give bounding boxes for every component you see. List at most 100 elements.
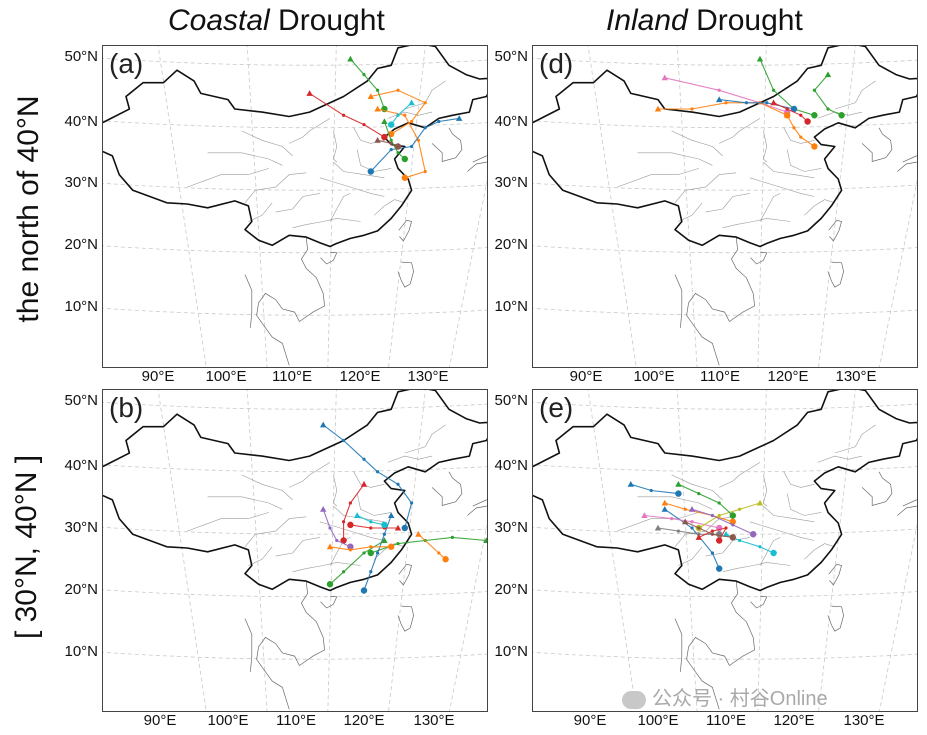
trajectory-point <box>799 113 803 117</box>
graticule-lat <box>533 526 917 535</box>
coastline <box>431 471 463 506</box>
trajectory-start-marker <box>483 537 487 544</box>
drought-trajectory <box>644 514 720 529</box>
drought-trajectory <box>309 92 385 138</box>
china-boundary <box>533 46 917 248</box>
drought-trajectory <box>658 102 788 116</box>
graticule-lat <box>103 57 487 66</box>
graticule-lat <box>103 245 487 254</box>
coastline <box>431 127 463 162</box>
graticule-lon <box>246 46 268 367</box>
trajectory-end-marker <box>729 518 736 525</box>
drought-trajectory <box>678 483 734 516</box>
trajectory-end-marker <box>729 512 736 519</box>
drought-trajectory <box>664 508 720 569</box>
lat-tick: 10°N <box>494 643 528 660</box>
graticule-lon <box>676 390 698 711</box>
province-boundary <box>319 177 385 197</box>
lat-tick: 30°N <box>64 174 98 191</box>
lat-tick: 40°N <box>64 457 98 474</box>
lat-tick: 50°N <box>64 392 98 409</box>
trajectory-start-marker <box>354 512 361 519</box>
graticule-lat <box>533 589 917 598</box>
drought-trajectory <box>698 502 761 529</box>
trajectory-start-marker <box>682 518 689 525</box>
trajectory-end-marker <box>401 524 408 532</box>
graticule-lon <box>388 390 426 711</box>
lon-tick: 100°E <box>637 712 679 729</box>
graticule-lat <box>103 120 487 129</box>
map-panel-b: (b) <box>102 389 488 712</box>
trajectory-point <box>410 144 414 149</box>
trajectory-point <box>389 148 393 152</box>
china-boundary <box>103 390 487 592</box>
province-boundary <box>719 118 761 144</box>
trajectory-point <box>328 526 332 530</box>
trajectory-point <box>369 570 373 574</box>
graticule-lat <box>103 464 487 473</box>
trajectory-point <box>376 88 380 92</box>
trajectory-point <box>362 73 366 77</box>
drought-trajectory <box>370 536 487 554</box>
graticule-lon <box>818 46 856 367</box>
province-boundary <box>759 537 781 566</box>
province-boundary <box>207 496 283 510</box>
panel-label-d: (d) <box>539 48 574 79</box>
trajectory-point <box>437 119 441 124</box>
drought-trajectory <box>813 74 842 116</box>
map-panel-e: (e) <box>532 389 918 712</box>
lon-tick: 110°E <box>706 712 746 729</box>
coastline <box>320 595 338 609</box>
trajectory-start-marker <box>641 512 648 519</box>
trajectory-point <box>342 520 346 524</box>
province-boundary <box>834 80 876 110</box>
province-boundary <box>678 546 703 566</box>
trajectory-start-marker <box>688 506 696 512</box>
coastline <box>686 237 755 366</box>
lon-tick: 90°E <box>569 368 603 385</box>
trajectory-end-marker <box>729 534 736 541</box>
trajectory-point <box>369 526 373 530</box>
lat-tick: 50°N <box>64 48 98 65</box>
trajectory-point <box>812 88 816 92</box>
coastline <box>674 618 683 672</box>
column-title-inland-rest: Drought <box>687 4 803 37</box>
map-panel-a: (a) <box>102 45 488 368</box>
graticule-lat <box>103 401 487 410</box>
lon-tick: 130°E <box>835 368 877 385</box>
province-boundary <box>333 474 338 507</box>
coastline <box>244 618 253 672</box>
coastline <box>320 251 338 265</box>
graticule-lat <box>533 120 917 129</box>
trajectory-end-marker <box>770 549 777 557</box>
trajectory-end-marker <box>804 118 811 125</box>
province-boundary <box>275 193 320 213</box>
lon-tick: 130°E <box>407 368 449 385</box>
coastline <box>398 219 413 242</box>
trajectory-end-marker <box>811 143 818 150</box>
trajectory-point <box>348 548 352 552</box>
trajectory-start-marker <box>388 512 395 519</box>
trajectory-point <box>710 551 714 555</box>
drought-trajectory <box>786 115 815 147</box>
drought-trajectory <box>322 509 351 548</box>
trajectory-start-marker <box>784 112 791 118</box>
graticule-lon <box>449 523 487 711</box>
drought-trajectory <box>664 77 788 113</box>
drought-trajectory <box>329 546 392 551</box>
lat-tick: 50°N <box>494 48 528 65</box>
column-title-coastal: Coastal Drought <box>168 4 385 38</box>
lat-tick: 30°N <box>494 174 528 191</box>
province-boundary <box>275 537 320 557</box>
province-boundary <box>763 130 768 163</box>
graticule-lon <box>879 179 917 367</box>
trajectory-point <box>403 113 407 117</box>
province-boundary <box>671 474 723 501</box>
lon-tick: 130°E <box>413 712 455 729</box>
lon-tick: 120°E <box>773 712 815 729</box>
drought-trajectory <box>684 521 733 538</box>
coastline <box>827 605 844 632</box>
trajectory-point <box>690 520 694 524</box>
province-boundary <box>241 474 293 501</box>
trajectory-end-marker <box>394 143 402 150</box>
